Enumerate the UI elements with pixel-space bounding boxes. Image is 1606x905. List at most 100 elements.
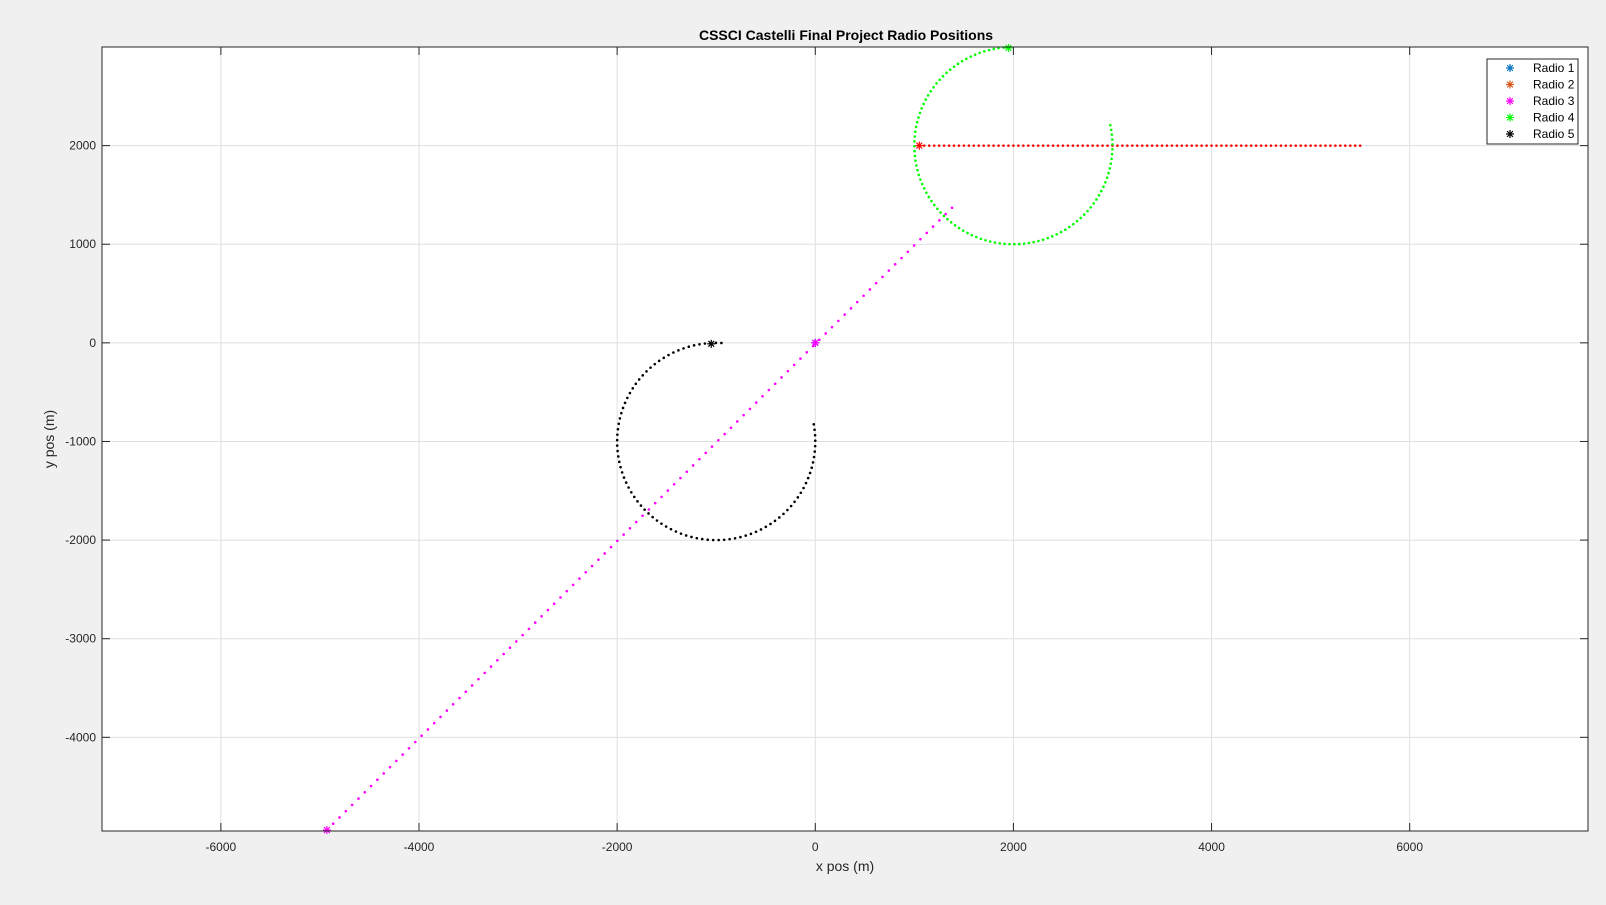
data-point xyxy=(824,332,828,335)
data-point xyxy=(1075,219,1079,223)
legend-label: Radio 5 xyxy=(1533,127,1575,141)
data-point xyxy=(744,534,748,537)
data-point xyxy=(916,168,919,172)
data-point xyxy=(929,89,933,93)
data-point xyxy=(603,552,607,555)
data-point xyxy=(1104,180,1107,184)
data-point xyxy=(445,709,449,712)
data-point xyxy=(1111,143,1114,146)
data-point xyxy=(401,753,404,756)
data-point xyxy=(619,465,622,469)
data-point xyxy=(672,483,676,486)
y-tick-label: -3000 xyxy=(65,632,96,646)
data-point xyxy=(483,671,487,675)
data-point xyxy=(761,395,764,398)
data-point xyxy=(1210,144,1213,147)
data-point xyxy=(1329,144,1332,147)
data-point xyxy=(1121,144,1124,147)
data-point xyxy=(1235,144,1238,147)
data-point xyxy=(813,433,817,437)
data-point xyxy=(926,94,930,97)
data-point xyxy=(458,696,461,700)
data-point xyxy=(363,791,367,794)
data-point xyxy=(559,596,562,599)
data-point xyxy=(805,351,809,354)
data-point xyxy=(1110,138,1114,141)
data-point xyxy=(651,515,654,519)
x-tick-label: -4000 xyxy=(404,840,435,854)
data-point xyxy=(615,438,619,442)
data-point xyxy=(1037,239,1040,243)
data-point xyxy=(653,362,657,366)
data-point xyxy=(1101,144,1104,147)
data-point xyxy=(984,238,987,242)
data-point xyxy=(1220,144,1223,147)
data-point xyxy=(1126,144,1129,147)
y-tick-label: -4000 xyxy=(65,730,96,744)
data-point xyxy=(597,558,600,562)
data-point xyxy=(1022,242,1026,245)
data-point xyxy=(1091,144,1094,147)
data-point xyxy=(687,345,691,349)
data-point xyxy=(432,721,436,725)
data-point xyxy=(920,182,924,186)
data-point xyxy=(978,51,981,55)
legend-marker xyxy=(1506,130,1514,138)
data-point xyxy=(1160,144,1164,147)
data-point xyxy=(1155,144,1159,147)
data-point xyxy=(413,740,417,744)
data-point xyxy=(918,111,922,115)
series-3 xyxy=(322,206,954,835)
data-point xyxy=(1032,240,1036,244)
data-point xyxy=(655,519,659,522)
legend-marker xyxy=(1506,113,1514,122)
data-point xyxy=(1061,144,1065,147)
data-point xyxy=(946,217,949,221)
data-point xyxy=(1095,198,1098,201)
data-point xyxy=(1106,144,1109,147)
legend-label: Radio 3 xyxy=(1533,94,1575,108)
data-point xyxy=(1008,242,1011,246)
data-point xyxy=(684,534,688,537)
data-point xyxy=(717,439,720,442)
data-point xyxy=(1017,242,1021,246)
data-point xyxy=(837,319,840,323)
data-point xyxy=(1110,133,1114,136)
data-point xyxy=(956,62,960,66)
data-point xyxy=(811,461,815,464)
data-point xyxy=(729,426,733,430)
data-point xyxy=(1046,144,1050,147)
data-point xyxy=(1109,123,1112,127)
data-point xyxy=(711,538,715,542)
data-point xyxy=(704,451,708,455)
data-point xyxy=(975,235,978,239)
data-point xyxy=(618,417,622,420)
y-tick-label: -1000 xyxy=(65,434,96,448)
data-point xyxy=(924,98,928,101)
data-point xyxy=(742,413,745,417)
data-point xyxy=(521,633,524,637)
data-point xyxy=(927,195,931,199)
data-point xyxy=(1299,144,1303,147)
data-point xyxy=(764,525,768,529)
position-marker xyxy=(915,141,924,150)
data-point xyxy=(653,501,657,505)
tick-labels: -6000 -4000 -2000 0 2000 4000 6000 -4000 -3000 -2… xyxy=(65,139,1423,854)
data-point xyxy=(639,504,643,507)
data-point xyxy=(938,78,941,82)
y-tick-label: 2000 xyxy=(69,139,96,153)
data-point xyxy=(679,532,683,535)
data-point xyxy=(960,59,964,63)
data-point xyxy=(616,539,619,543)
data-point xyxy=(780,376,783,379)
data-point xyxy=(1343,144,1347,147)
legend-box xyxy=(1486,58,1579,145)
data-point xyxy=(1096,144,1099,147)
legend[interactable]: Radio 1 Radio 2 Radio 3 Radio 4 Radio 5 xyxy=(1486,58,1579,145)
data-point xyxy=(736,420,739,423)
data-point xyxy=(722,538,726,542)
data-point xyxy=(813,444,817,448)
data-point xyxy=(906,250,910,254)
data-point xyxy=(1092,202,1095,205)
data-point xyxy=(1003,242,1006,246)
